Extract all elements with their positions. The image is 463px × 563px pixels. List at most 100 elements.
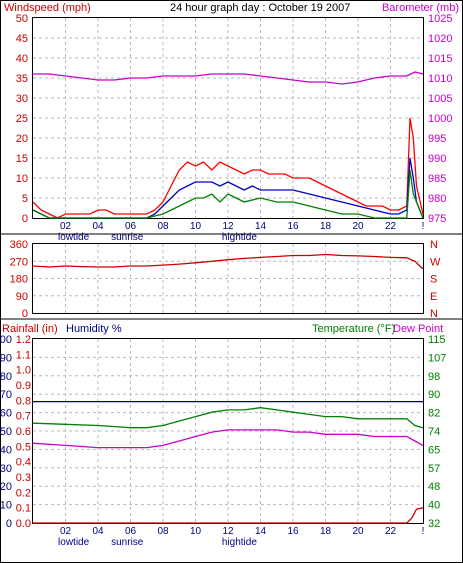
panel1-xtick-16: 16 — [287, 221, 299, 232]
rainfall-tick-10: 1.0 — [16, 365, 31, 377]
series-windspeed — [32, 117, 424, 219]
direction-compass-tick-0: N — [430, 308, 438, 320]
panel1-xtick-06: 06 — [125, 221, 137, 232]
panel3-xtick-end: ! — [422, 526, 425, 537]
panel1-annot-hightide: hightide — [222, 232, 257, 243]
barometer-tick-0: 975 — [428, 213, 446, 225]
series-wind-direction — [32, 253, 424, 270]
temperature-tick-0: 32 — [428, 518, 440, 530]
panel3-xtick-14: 14 — [255, 526, 267, 537]
panel-wind-barometer — [32, 17, 424, 219]
direction-deg-tick-2: 180 — [10, 274, 28, 286]
rainfall-tick-6: 0.6 — [16, 426, 31, 438]
panel1-xtick-02: 02 — [60, 221, 72, 232]
dewpoint-axis-label: Dew Point — [393, 323, 443, 335]
rainfall-tick-9: 0.9 — [16, 380, 31, 392]
series-dew-point — [32, 429, 424, 449]
humidity-tick-6: 60 — [0, 408, 12, 420]
humidity-tick-1: 10 — [0, 500, 12, 512]
rainfall-tick-5: 0.5 — [16, 441, 31, 453]
rainfall-tick-8: 0.8 — [16, 395, 31, 407]
barometer-tick-5: 1000 — [428, 113, 452, 125]
panel-wind-direction — [32, 243, 424, 314]
barometer-tick-10: 1025 — [428, 13, 452, 25]
windspeed-tick-8: 40 — [16, 53, 28, 65]
windspeed-tick-10: 50 — [16, 13, 28, 25]
rainfall-tick-1: 0.1 — [16, 503, 31, 515]
barometer-tick-9: 1020 — [428, 33, 452, 45]
humidity-tick-7: 70 — [0, 389, 12, 401]
panel3-xtick-18: 18 — [320, 526, 332, 537]
humidity-tick-0: 0 — [6, 518, 12, 530]
rainfall-tick-2: 0.2 — [16, 487, 31, 499]
rainfall-tick-7: 0.7 — [16, 411, 31, 423]
windspeed-tick-3: 15 — [16, 153, 28, 165]
humidity-axis-label: Humidity % — [66, 323, 122, 335]
humidity-tick-3: 30 — [0, 463, 12, 475]
panel1-xtick-22: 22 — [385, 221, 397, 232]
humidity-tick-4: 40 — [0, 444, 12, 456]
direction-compass-tick-4: N — [430, 239, 438, 251]
panel3-annot-sunrise: sunrise — [111, 537, 144, 548]
panel3-xtick-10: 10 — [190, 526, 202, 537]
temperature-tick-2: 48 — [428, 481, 440, 493]
windspeed-tick-4: 20 — [16, 133, 28, 145]
panel3-annot-lowtide: lowtide — [58, 537, 90, 548]
panel1-xtick-12: 12 — [222, 221, 234, 232]
direction-deg-tick-0: 0 — [22, 308, 28, 320]
temperature-tick-1: 40 — [428, 500, 440, 512]
humidity-tick-10: 100 — [0, 334, 12, 346]
panel3-xtick-02: 02 — [60, 526, 72, 537]
chart-marks: 0510152025303540455097598098599099510001… — [0, 13, 452, 548]
panel3-annot-hightide: hightide — [222, 537, 257, 548]
temperature-tick-4: 65 — [428, 444, 440, 456]
direction-deg-tick-1: 90 — [16, 291, 28, 303]
direction-deg-tick-3: 270 — [10, 256, 28, 268]
windspeed-tick-0: 0 — [22, 213, 28, 225]
temperature-tick-3: 57 — [428, 463, 440, 475]
panel3-xtick-12: 12 — [222, 526, 234, 537]
rainfall-tick-12: 1.2 — [16, 334, 31, 346]
series-average — [32, 169, 424, 219]
humidity-tick-8: 80 — [0, 371, 12, 383]
windspeed-tick-7: 35 — [16, 73, 28, 85]
panel3-xtick-04: 04 — [92, 526, 104, 537]
panel1-xtick-end: ! — [422, 221, 425, 232]
rainfall-tick-11: 1.1 — [16, 349, 31, 361]
rainfall-tick-4: 0.4 — [16, 457, 31, 469]
temperature-tick-9: 107 — [428, 352, 446, 364]
barometer-tick-3: 990 — [428, 153, 446, 165]
panel1-xtick-08: 08 — [157, 221, 169, 232]
barometer-tick-2: 985 — [428, 173, 446, 185]
windspeed-tick-9: 45 — [16, 33, 28, 45]
panel1-xtick-20: 20 — [352, 221, 364, 232]
humidity-tick-5: 50 — [0, 426, 12, 438]
panel1-annot-sunrise: sunrise — [111, 232, 144, 243]
panel3-xtick-22: 22 — [385, 526, 397, 537]
direction-compass-tick-2: S — [430, 274, 437, 286]
barometer-tick-4: 995 — [428, 133, 446, 145]
panel1-xtick-14: 14 — [255, 221, 267, 232]
panel1-xtick-18: 18 — [320, 221, 332, 232]
windspeed-tick-6: 30 — [16, 93, 28, 105]
barometer-tick-6: 1005 — [428, 93, 452, 105]
panel3-xtick-08: 08 — [157, 526, 169, 537]
temperature-tick-10: 115 — [428, 334, 446, 346]
barometer-axis-label: Barometer (mb) — [382, 2, 459, 14]
direction-compass-tick-3: W — [430, 256, 441, 268]
temperature-tick-6: 82 — [428, 408, 440, 420]
series-rainfall — [33, 507, 424, 524]
humidity-tick-2: 20 — [0, 481, 12, 493]
humidity-tick-9: 90 — [0, 352, 12, 364]
rainfall-axis-label: Rainfall (in) — [2, 323, 58, 335]
panel1-xtick-04: 04 — [92, 221, 104, 232]
direction-compass-tick-1: E — [430, 291, 437, 303]
barometer-tick-1: 980 — [428, 193, 446, 205]
series-barometer — [33, 71, 424, 85]
chart-title: 24 hour graph day : October 19 2007 — [170, 2, 350, 14]
panel3-xtick-16: 16 — [287, 526, 299, 537]
temperature-tick-8: 98 — [428, 371, 440, 383]
